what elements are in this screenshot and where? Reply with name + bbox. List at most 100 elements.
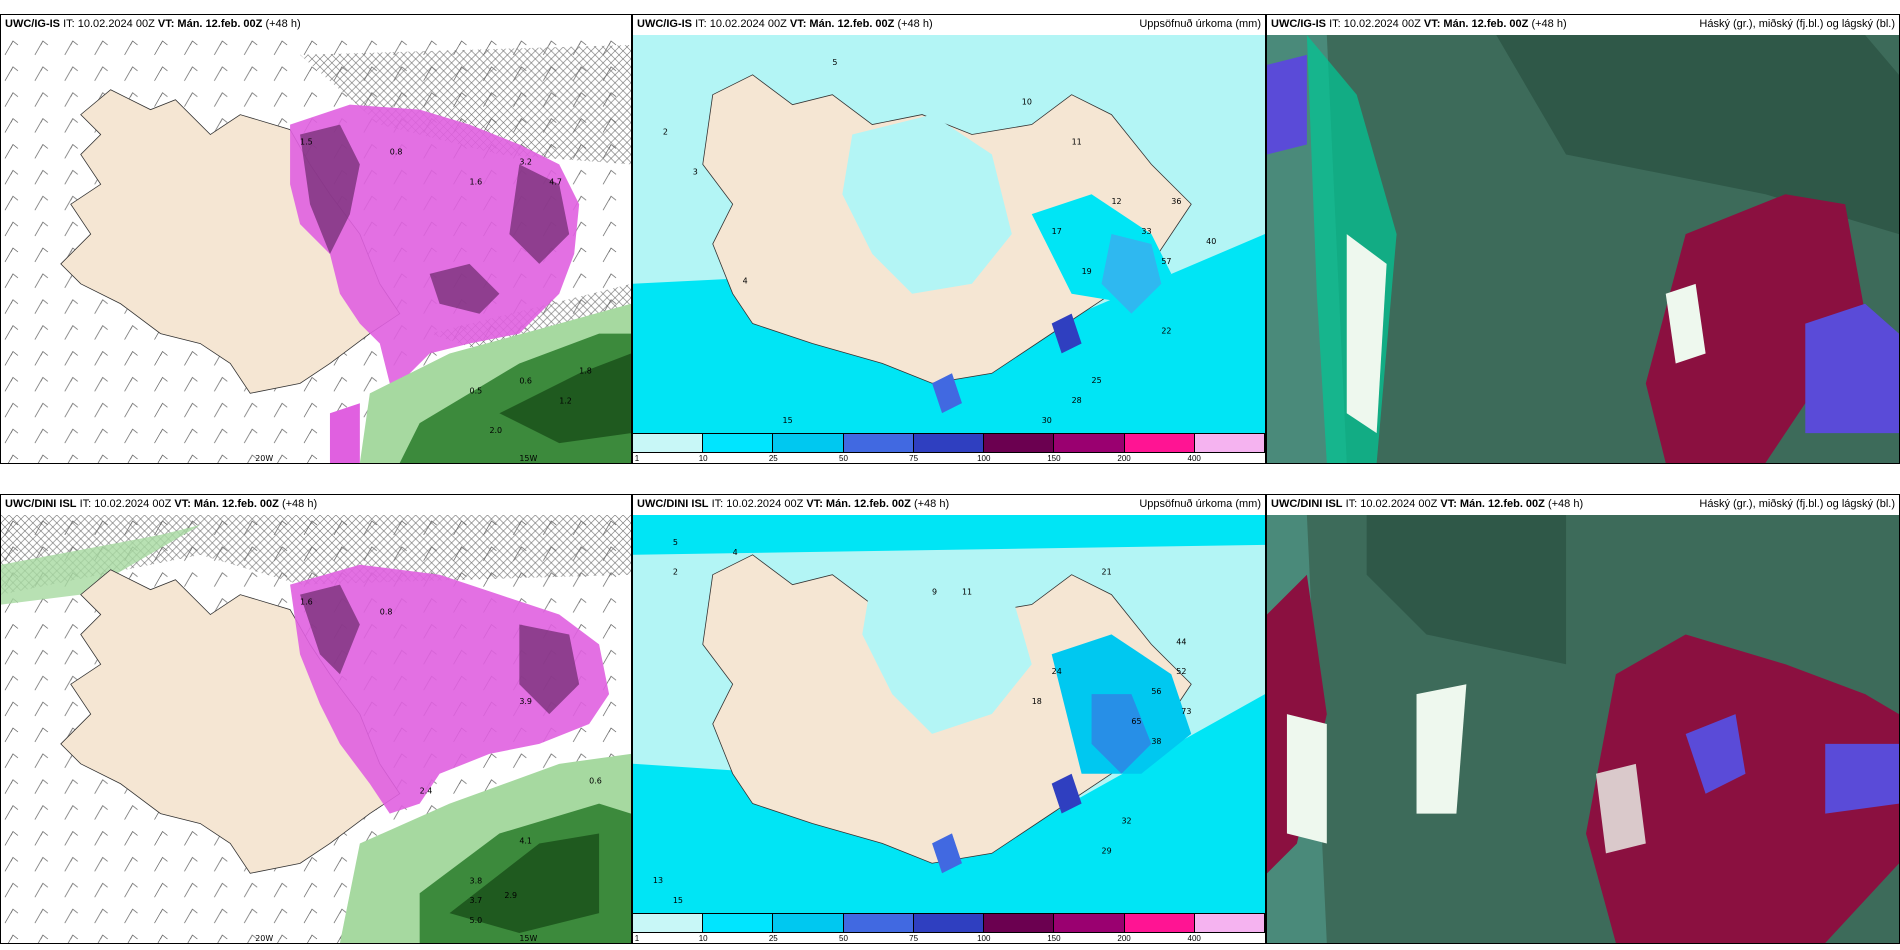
- precip-label: 57: [1161, 257, 1171, 266]
- field-title: Háský (gr.), miðský (fj.bl.) og lágský (…: [1699, 18, 1895, 30]
- snow-label: 4.7: [549, 177, 562, 186]
- precip-label: 36: [1171, 197, 1181, 206]
- precip-label: 19: [1082, 267, 1092, 276]
- precip-label: 3: [693, 167, 698, 176]
- precip-label: 40: [1206, 237, 1216, 246]
- legend-tick: 25: [768, 454, 778, 463]
- lead-time: (+48 h): [1531, 18, 1567, 30]
- snow-label: 3.7: [470, 896, 483, 905]
- lead-time: (+48 h): [281, 498, 318, 510]
- panel-r2-precip: UWC/DINI ISL IT: 10.02.2024 00Z VT: Mán.…: [632, 494, 1266, 944]
- legend-tick: 1: [634, 934, 640, 943]
- legend-tick: 100: [977, 934, 991, 943]
- legend-swatch: [703, 434, 774, 452]
- legend-tick: 25: [768, 934, 778, 943]
- header-r2-left: UWC/DINI ISL IT: 10.02.2024 00Z VT: Mán.…: [1, 495, 631, 515]
- lead-time: (+48 h): [265, 18, 301, 30]
- precip-label: 11: [962, 588, 972, 597]
- map-clouds-r2: [1267, 515, 1899, 943]
- legend-swatch: [1054, 914, 1125, 932]
- snow-label: 1.5: [300, 137, 313, 146]
- precip-label: 44: [1176, 637, 1186, 646]
- legend-swatch: [913, 434, 985, 452]
- snow-label: 0.8: [390, 147, 403, 156]
- precip-label: 32: [1121, 816, 1131, 825]
- valid-time: VT: Mán. 12.feb. 00Z: [174, 498, 279, 510]
- panel-r2-snow: UWC/DINI ISL IT: 10.02.2024 00Z VT: Mán.…: [0, 494, 632, 944]
- header-r2-right: UWC/DINI ISL IT: 10.02.2024 00Z VT: Mán.…: [1267, 495, 1899, 515]
- precip-label: 56: [1151, 687, 1161, 696]
- model-name: UWC/IG-IS: [5, 18, 60, 30]
- precip-label: 13: [653, 876, 663, 885]
- legend-tick: 75: [909, 454, 919, 463]
- header-r2-mid: UWC/DINI ISL IT: 10.02.2024 00Z VT: Mán.…: [633, 495, 1265, 515]
- snow-label: 3.8: [470, 876, 483, 885]
- snow-label: 1.2: [559, 396, 572, 405]
- precip-label: 2: [673, 568, 678, 577]
- legend-swatch: [843, 914, 914, 932]
- map-snow-r2: 1.6 0.8 2.4 3.9 4.1 3.8 3.7 5.0 0.6 2.9 …: [1, 515, 631, 943]
- precip-legend-r2: 1 10 25 50 75 100 150 200 400: [633, 913, 1265, 943]
- legend-tick: 100: [977, 454, 991, 463]
- legend-swatch: [703, 914, 774, 932]
- legend-swatch: [843, 434, 914, 452]
- legend-swatch: [773, 914, 844, 932]
- valid-time: VT: Mán. 12.feb. 00Z: [157, 18, 263, 30]
- init-time: IT: 10.02.2024 00Z: [695, 18, 787, 30]
- legend-tick: 50: [839, 934, 848, 943]
- legend-tick: 10: [698, 934, 708, 943]
- precip-label: 30: [1042, 416, 1052, 425]
- lead-time: (+48 h): [913, 498, 950, 510]
- legend-swatch: [773, 434, 844, 452]
- precip-label: 2: [663, 128, 668, 137]
- snow-label: 0.6: [519, 376, 532, 385]
- snow-label: 5.0: [470, 916, 483, 925]
- init-time: IT: 10.02.2024 00Z: [1345, 498, 1438, 510]
- precip-label: 24: [1052, 667, 1062, 676]
- precip-label: 73: [1181, 707, 1191, 716]
- field-title: Háský (gr.), miðský (fj.bl.) og lágský (…: [1699, 498, 1895, 510]
- lon-label-15w: 15W: [519, 454, 537, 463]
- precip-label: 4: [743, 277, 748, 286]
- valid-time: VT: Mán. 12.feb. 00Z: [789, 18, 895, 30]
- legend-swatch: [1124, 434, 1195, 452]
- precip-label: 21: [1102, 568, 1112, 577]
- map-precip-r2: 2 4 5 9 11 13 15 18 21 24 29 32 38 44 52…: [633, 515, 1265, 913]
- precip-label: 38: [1151, 737, 1161, 746]
- legend-tick: 75: [909, 934, 919, 943]
- precip-label: 25: [1092, 376, 1102, 385]
- legend-swatch: [1194, 434, 1265, 452]
- legend-tick: 150: [1047, 454, 1061, 463]
- panel-r1-snow: UWC/IG-IS IT: 10.02.2024 00Z VT: Mán. 12…: [0, 14, 632, 464]
- legend-tick: 50: [839, 454, 848, 463]
- snow-label: 0.5: [470, 386, 483, 395]
- map-clouds-r1: [1267, 35, 1899, 463]
- legend-swatch: [1124, 914, 1195, 932]
- snow-label: 1.6: [300, 598, 313, 607]
- valid-time: VT: Mán. 12.feb. 00Z: [1423, 18, 1529, 30]
- panel-r1-clouds: UWC/IG-IS IT: 10.02.2024 00Z VT: Mán. 12…: [1266, 14, 1900, 464]
- precip-label: 52: [1176, 667, 1186, 676]
- legend-tick: 400: [1187, 454, 1201, 463]
- init-time: IT: 10.02.2024 00Z: [63, 18, 155, 30]
- precip-label: 4: [733, 548, 738, 557]
- precip-label: 28: [1072, 396, 1082, 405]
- field-title: Uppsöfnuð úrkoma (mm): [1139, 18, 1261, 30]
- snow-label: 4.1: [519, 836, 532, 845]
- lon-label-20w: 20W: [255, 934, 273, 943]
- precip-label: 65: [1131, 717, 1141, 726]
- valid-time: VT: Mán. 12.feb. 00Z: [806, 498, 911, 510]
- legend-swatch: [984, 434, 1055, 452]
- precip-label: 11: [1072, 137, 1082, 146]
- model-name: UWC/DINI ISL: [1271, 498, 1343, 510]
- legend-swatch: [913, 914, 985, 932]
- precip-label: 15: [673, 896, 683, 905]
- init-time: IT: 10.02.2024 00Z: [711, 498, 804, 510]
- map-snow-r1: 1.5 0.8 1.6 2.0 0.5 1.2 3.2 4.7 0.6 1.8 …: [1, 35, 631, 463]
- legend-tick: 200: [1117, 934, 1131, 943]
- init-time: IT: 10.02.2024 00Z: [79, 498, 172, 510]
- valid-time: VT: Mán. 12.feb. 00Z: [1440, 498, 1545, 510]
- snow-label: 2.9: [504, 891, 517, 900]
- precip-label: 29: [1102, 846, 1112, 855]
- legend-swatch: [633, 914, 704, 932]
